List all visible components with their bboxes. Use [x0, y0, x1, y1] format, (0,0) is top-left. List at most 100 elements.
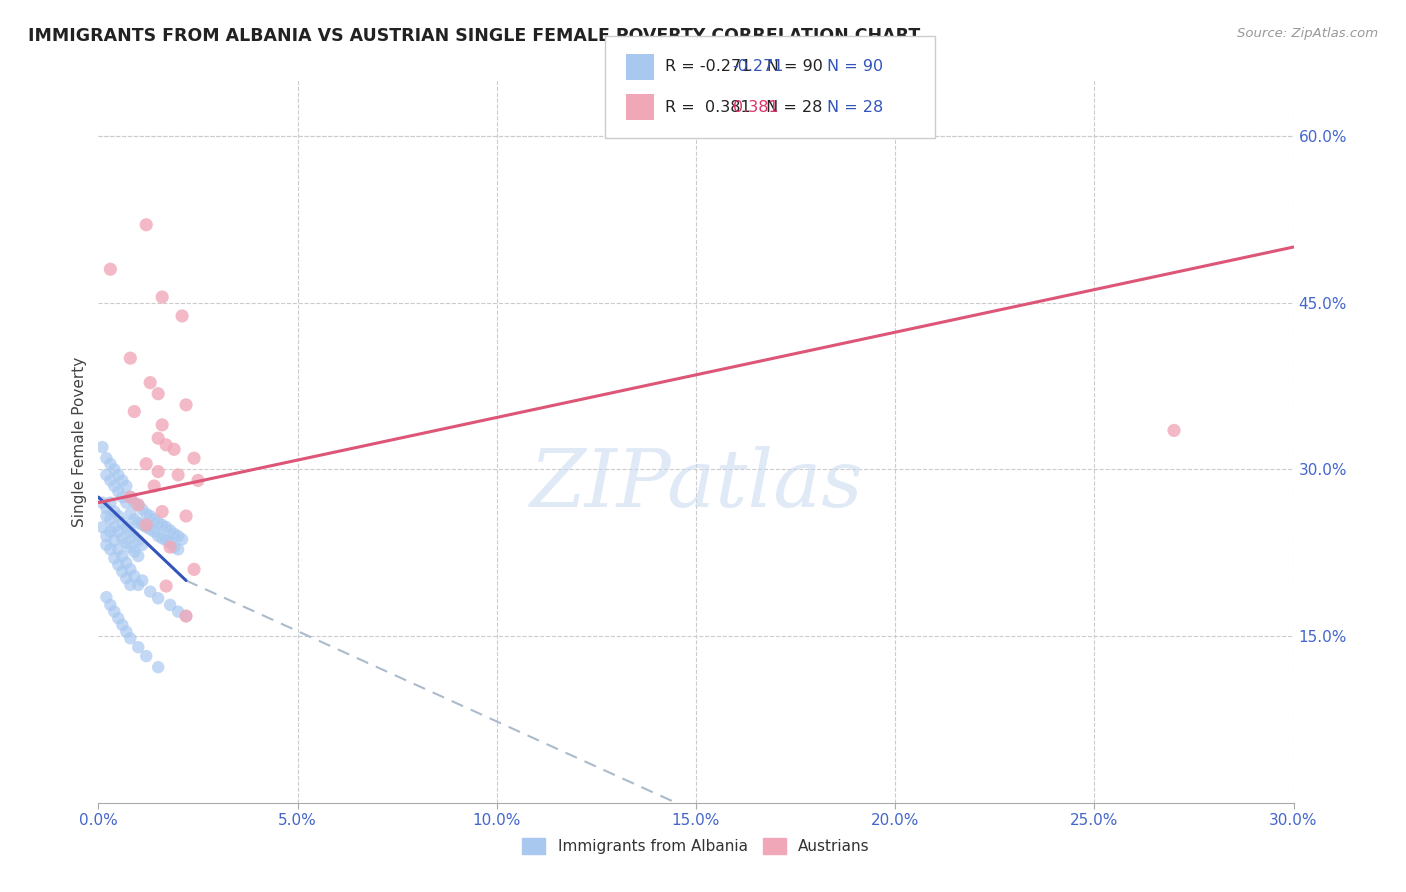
Point — [111, 565, 134, 579]
Point — [115, 535, 138, 549]
Point — [127, 640, 149, 655]
Point — [103, 605, 125, 619]
Point — [115, 479, 138, 493]
Point — [115, 556, 138, 570]
Point — [155, 438, 177, 452]
Point — [120, 490, 142, 504]
Point — [139, 376, 162, 390]
Point — [96, 529, 118, 543]
Point — [115, 520, 138, 534]
Point — [124, 529, 146, 543]
Point — [127, 549, 149, 563]
Point — [120, 507, 142, 521]
Point — [159, 598, 181, 612]
Point — [107, 524, 129, 539]
Point — [172, 533, 194, 547]
Point — [111, 474, 134, 488]
Point — [124, 404, 146, 418]
Point — [174, 609, 197, 624]
Point — [127, 498, 149, 512]
Point — [120, 632, 142, 646]
Point — [98, 512, 122, 526]
Point — [150, 517, 173, 532]
Point — [96, 451, 118, 466]
Point — [107, 467, 129, 482]
Point — [172, 309, 194, 323]
Text: R =  0.381   N = 28: R = 0.381 N = 28 — [665, 100, 823, 114]
Point — [127, 578, 149, 592]
Point — [159, 540, 181, 554]
Point — [107, 542, 129, 557]
Legend: Immigrants from Albania, Austrians: Immigrants from Albania, Austrians — [516, 832, 876, 860]
Point — [115, 571, 138, 585]
Point — [135, 507, 157, 521]
Point — [91, 440, 114, 454]
Point — [127, 533, 149, 548]
Point — [91, 496, 114, 510]
Point — [159, 524, 181, 538]
Point — [148, 386, 170, 401]
Point — [103, 520, 125, 534]
Point — [174, 508, 197, 523]
Point — [115, 624, 138, 639]
Text: Source: ZipAtlas.com: Source: ZipAtlas.com — [1237, 27, 1378, 40]
Point — [167, 542, 190, 557]
Point — [167, 467, 190, 482]
Point — [120, 351, 142, 366]
Point — [131, 502, 153, 516]
Point — [111, 549, 134, 563]
Point — [111, 516, 134, 530]
Point — [148, 529, 170, 543]
Point — [148, 591, 170, 606]
Point — [131, 574, 153, 588]
Point — [111, 531, 134, 545]
Point — [135, 218, 157, 232]
Point — [98, 524, 122, 539]
Point — [183, 562, 205, 576]
Point — [163, 526, 186, 541]
Point — [111, 618, 134, 632]
Y-axis label: Single Female Poverty: Single Female Poverty — [72, 357, 87, 526]
Point — [150, 417, 173, 432]
Text: N = 28: N = 28 — [827, 100, 883, 114]
Point — [107, 484, 129, 499]
Point — [143, 512, 166, 526]
Point — [96, 590, 118, 604]
Point — [167, 605, 190, 619]
Point — [96, 508, 118, 523]
Point — [107, 508, 129, 523]
Point — [131, 538, 153, 552]
Point — [96, 538, 118, 552]
Point — [120, 562, 142, 576]
Point — [167, 529, 190, 543]
Text: R = -0.271   N = 90: R = -0.271 N = 90 — [665, 60, 823, 74]
Point — [98, 457, 122, 471]
Point — [96, 501, 118, 516]
Text: N = 90: N = 90 — [827, 60, 883, 74]
Text: ZIPatlas: ZIPatlas — [529, 446, 863, 524]
Point — [103, 505, 125, 519]
Point — [120, 578, 142, 592]
Point — [163, 442, 186, 457]
Point — [187, 474, 209, 488]
Point — [150, 290, 173, 304]
Point — [98, 496, 122, 510]
Point — [139, 522, 162, 536]
Point — [115, 496, 138, 510]
Point — [127, 498, 149, 512]
Point — [111, 490, 134, 504]
Point — [120, 540, 142, 554]
Point — [120, 490, 142, 504]
Point — [103, 551, 125, 566]
Point — [98, 474, 122, 488]
Point — [155, 520, 177, 534]
Point — [174, 609, 197, 624]
Point — [98, 598, 122, 612]
Point — [148, 465, 170, 479]
Text: IMMIGRANTS FROM ALBANIA VS AUSTRIAN SINGLE FEMALE POVERTY CORRELATION CHART: IMMIGRANTS FROM ALBANIA VS AUSTRIAN SING… — [28, 27, 921, 45]
Point — [103, 479, 125, 493]
Point — [1163, 424, 1185, 438]
Point — [135, 649, 157, 664]
Point — [163, 540, 186, 554]
Point — [183, 451, 205, 466]
